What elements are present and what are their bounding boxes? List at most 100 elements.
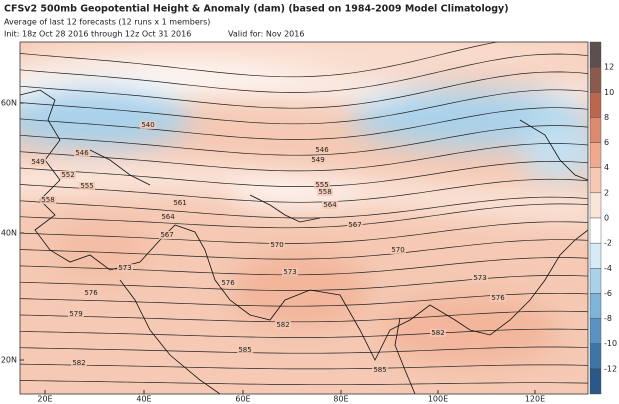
contour-line [10, 397, 600, 402]
contour-label-bg [282, 268, 298, 276]
lon-label: 40E [136, 395, 151, 404]
contour-label-bg [140, 121, 156, 129]
title: CFSv2 500mb Geopotential Height & Anomal… [4, 4, 509, 15]
contour-line [20, 125, 588, 156]
contour-line [20, 160, 588, 187]
contour-label: 552 [61, 171, 74, 179]
contour-line [20, 71, 588, 109]
lon-label: 80E [333, 395, 348, 404]
subtitle: Average of last 12 forecasts (12 runs x … [4, 18, 210, 27]
contour-line [20, 53, 588, 93]
contour-label-bg [40, 196, 56, 204]
contour-label: 573 [118, 264, 131, 272]
contour-label-bg [237, 346, 253, 354]
contour-line [20, 203, 588, 229]
contour-label-bg [159, 231, 175, 239]
contour-label: 567 [348, 221, 361, 229]
colorbar-swatch [589, 217, 602, 244]
colorbar-label: 4 [604, 163, 609, 172]
colorbar-label: -12 [604, 364, 617, 373]
colorbar-swatch [589, 293, 602, 319]
contour-label: 564 [323, 201, 337, 209]
lat-label: 20N [1, 356, 17, 365]
contour-line [20, 221, 588, 244]
contour-label-bg [117, 264, 133, 272]
contour-label: 546 [75, 149, 89, 157]
contour-label: 573 [473, 274, 486, 282]
contour-label: 564 [161, 213, 175, 221]
contours [10, 42, 600, 402]
contour-label: 549 [31, 158, 44, 166]
colorbar: 12 10 8 6 4 2 0 -2 -4 -6 -8 -10 -12 [589, 41, 617, 395]
lon-label: 60E [235, 395, 250, 404]
contour-line [20, 89, 588, 125]
colorbar-swatch [589, 268, 602, 294]
colorbar-swatch [589, 368, 602, 395]
contour-label-bg [275, 321, 291, 329]
contour-line [20, 380, 588, 386]
contour-line [20, 107, 588, 140]
contour-label-bg [347, 221, 363, 229]
contour-label: 558 [41, 196, 54, 204]
axes: 60N 40N 20N 20E 40E 60E 80E 100E 120E [1, 99, 545, 404]
contour-label: 555 [80, 182, 93, 190]
contour-label-bg [430, 329, 446, 337]
contour-label: 579 [69, 310, 82, 318]
contour-label-bg [172, 199, 188, 207]
contour-label: 546 [315, 146, 329, 154]
contour-label-bg [314, 146, 330, 154]
contour-label: 582 [276, 321, 289, 329]
contour-label-bg [322, 201, 338, 209]
contour-line [20, 363, 588, 370]
contour-label-bg [472, 274, 488, 282]
contour-label-bg [317, 188, 333, 196]
colorbar-label: 2 [604, 188, 609, 197]
colorbar-label: -10 [604, 339, 617, 348]
colorbar-label: 12 [604, 63, 614, 72]
colorbar-label: 10 [604, 88, 614, 97]
contour-label: 540 [141, 121, 154, 129]
valid-time: Valid for: Nov 2016 [228, 30, 304, 39]
lon-label: 120E [525, 395, 545, 404]
colorbar-label: 8 [604, 113, 609, 122]
lon-label: 20E [37, 395, 52, 404]
contour-label-bg [83, 289, 99, 297]
lat-label: 60N [1, 99, 17, 108]
colorbar-label: -8 [604, 314, 612, 323]
contour-label: 582 [72, 359, 85, 367]
contour-label: 567 [160, 231, 173, 239]
contour-label-bg [372, 366, 388, 374]
contour-label-bg [79, 182, 95, 190]
colorbar-swatch [589, 142, 602, 168]
colorbar-swatch [589, 343, 602, 370]
contour-label-bg [71, 359, 87, 367]
contour-label: 585 [238, 346, 251, 354]
contour-label: 570 [391, 246, 404, 254]
colorbar-swatch [589, 41, 602, 68]
contour-label: 576 [84, 289, 98, 297]
contour-line [20, 196, 588, 219]
colorbar-swatch [589, 192, 602, 219]
contour-line [20, 143, 588, 172]
colorbar-swatch [589, 66, 602, 93]
contour-label-bg [74, 149, 90, 157]
colorbar-label: 0 [604, 214, 609, 223]
contour-line [20, 239, 588, 260]
lon-label: 100E [428, 395, 448, 404]
contour-label: 582 [431, 329, 444, 337]
contour-label: 576 [491, 294, 505, 302]
colorbar-label: -2 [604, 239, 612, 248]
contour-label: 570 [270, 241, 283, 249]
contour-label: 576 [221, 279, 235, 287]
colorbar-swatch [589, 167, 602, 194]
contour-line [20, 275, 588, 291]
colorbar-swatch [589, 117, 602, 143]
contour-label-bg [68, 310, 84, 318]
contour-label-bg [390, 246, 406, 254]
colorbar-label: -6 [604, 289, 612, 298]
contour-label-bg [60, 171, 76, 179]
contour-line [20, 310, 588, 323]
